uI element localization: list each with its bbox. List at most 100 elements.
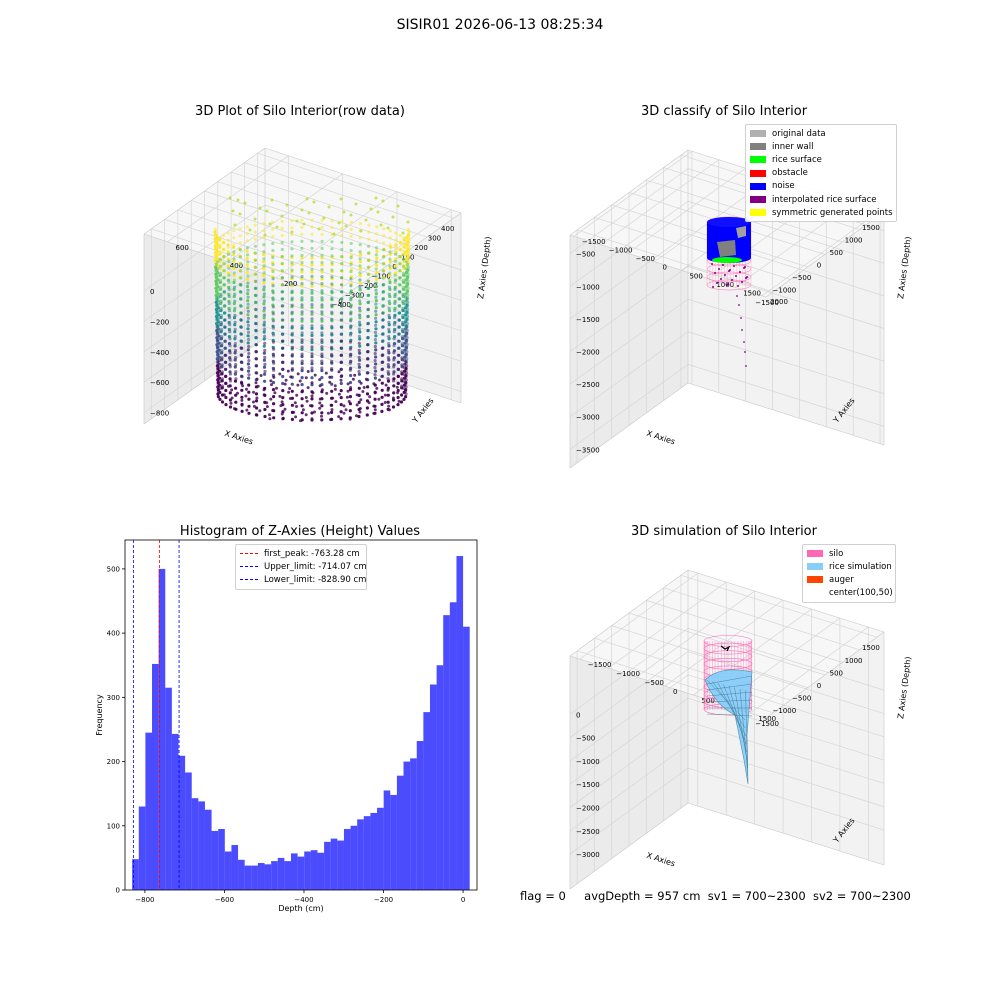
raw-point [320,277,324,281]
raw-point [320,376,324,380]
classify-interp-point [729,269,731,271]
raw-point [246,320,250,324]
raw-point [393,273,397,277]
raw-plot-title: 3D Plot of Silo Interior(row data) [195,104,405,119]
raw-point [296,372,300,376]
raw-point [386,370,390,374]
raw-point [382,248,386,252]
raw-point [310,319,314,323]
raw-point [230,388,234,392]
raw-point [227,266,231,270]
raw-point [310,417,314,421]
raw-point [300,305,304,309]
raw-point [271,298,275,302]
raw-point [247,344,251,349]
raw-point [366,272,370,276]
simulation-rice-mesh [706,691,753,697]
raw-point [240,360,244,365]
raw-point [265,401,269,405]
raw-point [348,380,353,385]
raw-point [269,379,273,383]
raw-point [366,265,370,269]
raw-point [281,353,285,357]
raw-point [320,232,324,236]
classify-interp-point [722,264,724,266]
raw-point [247,397,251,401]
legend-swatch [807,589,823,597]
histogram-bar [463,626,470,890]
raw-point [280,233,284,237]
raw-point [387,372,391,376]
raw-point [215,357,219,361]
raw-point [327,205,331,209]
raw-point [294,415,298,419]
raw-point [310,411,314,415]
raw-point [310,359,314,363]
raw-point [330,324,334,328]
raw-point [382,227,386,231]
raw-point [358,257,362,261]
raw-point [234,363,238,367]
raw-point [374,362,378,366]
classify-gridline [569,200,689,287]
raw-point [373,337,377,342]
raw-point [405,329,409,333]
raw-point [403,302,408,306]
simulation-ytick-label: −1000 [616,670,640,678]
raw-point [233,223,237,227]
classify-interp-point [720,278,722,280]
raw-point [290,230,294,234]
raw-point [320,275,324,279]
raw-point [406,300,410,304]
classify-interp-point [743,341,745,343]
simulation-ztick-label: −1500 [576,781,600,789]
raw-point [271,270,275,274]
raw-point [387,358,391,362]
raw-point [300,366,304,370]
raw-point [374,313,378,317]
raw-point [374,292,378,296]
raw-point [224,367,228,371]
histogram-bar [436,665,444,890]
raw-point [246,306,250,310]
classify-gridline [569,364,689,450]
raw-point [404,382,408,386]
raw-point [386,379,391,383]
raw-point [393,280,397,284]
raw-point [400,377,404,381]
raw-point [213,230,217,234]
raw-point [403,337,407,341]
raw-point [263,372,267,376]
raw-point [214,248,218,252]
raw-point [233,313,237,317]
raw-point [330,408,334,412]
raw-point [406,234,410,238]
raw-point [348,354,352,358]
raw-point [387,404,391,408]
raw-point [300,275,304,279]
raw-point [310,296,314,300]
raw-point [262,316,266,320]
raw-point [369,207,373,211]
raw-point [365,406,369,410]
raw-point [215,326,219,330]
raw-point [234,393,238,397]
raw-point [281,325,285,329]
raw-point [404,354,408,358]
raw-point [247,373,251,377]
raw-point [358,306,362,310]
raw-point [300,331,304,335]
raw-point [245,263,249,267]
raw-point [288,387,292,390]
raw-point [358,252,363,257]
raw-point [304,396,308,399]
histogram-bar [185,772,192,890]
raw-point [381,255,386,259]
raw-point [381,262,385,266]
raw-point [393,266,397,270]
raw-point [290,331,294,335]
raw-point [388,236,392,240]
status-flag: flag = 0 [520,889,566,903]
raw-point [342,210,346,214]
classify-interp-point [741,281,743,283]
